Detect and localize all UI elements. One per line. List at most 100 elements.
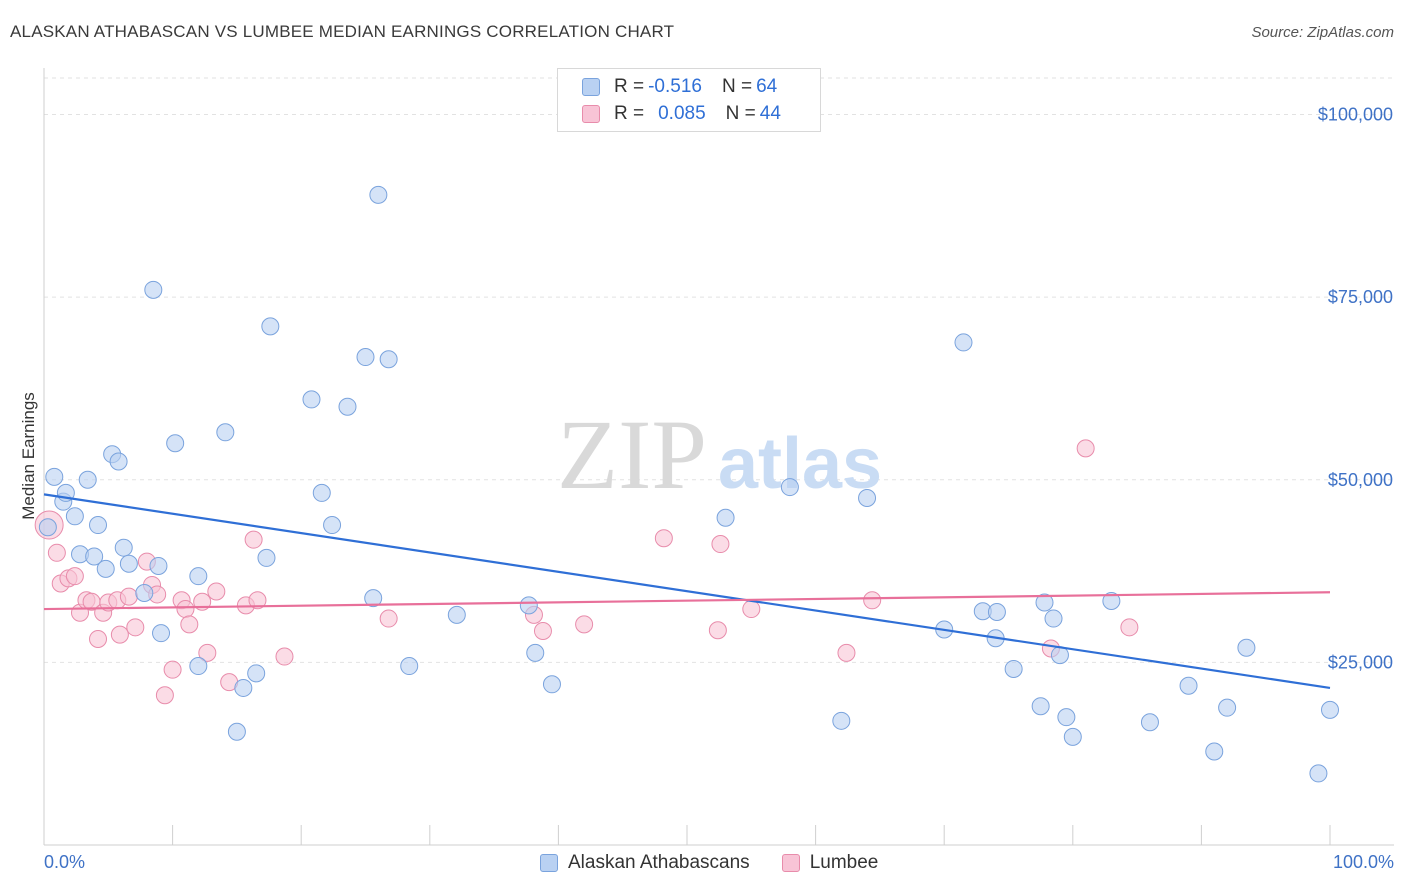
legend-swatch-blue [540, 854, 558, 872]
legend-row-alaskan-athabascans: R = -0.516 N = 64 [582, 74, 777, 100]
alaskan-athabascan-point [447, 605, 466, 624]
legend-swatch-pink [582, 105, 600, 123]
y-tick-label: $100,000 [1318, 105, 1393, 125]
y-axis-label: Median Earnings [19, 392, 38, 520]
alaskan-athabascan-point [1031, 697, 1050, 716]
lumbee-point [47, 543, 66, 562]
legend-r-value: 0.085 [658, 103, 706, 124]
lumbee-point [248, 591, 267, 610]
lumbee-point [155, 686, 174, 705]
lumbee-point [863, 591, 882, 610]
alaskan-athabascan-point [189, 567, 208, 586]
alaskan-athabascan-point [832, 711, 851, 730]
alaskan-athabascan-point [78, 470, 97, 489]
alaskan-athabascan-point [65, 507, 84, 526]
correlation-legend: R = -0.516 N = 64 R = 0.085 N = 44 [557, 68, 821, 132]
lumbee-point [110, 625, 129, 644]
alaskan-athabascan-point [189, 657, 208, 676]
alaskan-athabascan-point [323, 516, 342, 535]
alaskan-athabascan-point [45, 467, 64, 486]
series-lumbee-points [34, 439, 1139, 705]
alaskan-athabascan-point [379, 350, 398, 369]
alaskan-athabascan-point [144, 280, 163, 299]
alaskan-athabascan-point [519, 596, 538, 615]
alaskan-athabascan-point [89, 516, 108, 535]
lumbee-point [126, 618, 145, 637]
alaskan-athabascan-point [149, 556, 168, 575]
lumbee-point [711, 535, 730, 554]
alaskan-athabascan-point [1044, 609, 1063, 628]
lumbee-point [533, 621, 552, 640]
alaskan-athabascan-point [1309, 764, 1328, 783]
alaskan-athabascan-point [257, 548, 276, 567]
alaskan-athabascan-point [858, 489, 877, 508]
y-tick-label: $25,000 [1328, 652, 1393, 672]
series-alaskan-athabascans-points [38, 185, 1339, 783]
alaskan-athabascan-point [356, 348, 375, 367]
alaskan-athabascan-point [526, 643, 545, 662]
trend-line-alaskan-athabascans [43, 493, 1331, 690]
legend-swatch-pink [781, 854, 800, 872]
alaskan-athabascan-point [1035, 593, 1054, 612]
trend-line-lumbee [43, 591, 1331, 611]
alaskan-athabascan-point [227, 722, 246, 741]
alaskan-athabascan-point [119, 554, 138, 573]
alaskan-athabascan-point [400, 657, 419, 676]
gridlines [44, 77, 1394, 663]
alaskan-athabascan-point [716, 508, 735, 527]
alaskan-athabascan-point [85, 547, 104, 566]
legend-label-alaskan-athabascans: Alaskan Athabascans [568, 852, 750, 873]
axes [43, 68, 1394, 846]
legend-n-label: N = [721, 76, 753, 97]
lumbee-point [708, 621, 727, 640]
alaskan-athabascan-point [1004, 659, 1023, 678]
alaskan-athabascan-point [312, 483, 331, 502]
alaskan-athabascan-point [234, 678, 253, 697]
alaskan-athabascan-point [369, 185, 388, 204]
legend-r-label: R = [614, 103, 645, 124]
lumbee-point [244, 530, 263, 549]
alaskan-athabascan-point [1179, 676, 1198, 695]
alaskan-athabascan-point [152, 624, 171, 643]
alaskan-athabascan-point [987, 602, 1006, 621]
legend-r-value: -0.516 [648, 76, 702, 97]
alaskan-athabascan-point [338, 397, 357, 416]
lumbee-point [275, 647, 294, 666]
watermark: ZIP atlas [557, 399, 882, 510]
legend-item-lumbee: Lumbee [781, 852, 879, 874]
lumbee-point [163, 660, 182, 679]
legend-label-lumbee: Lumbee [809, 852, 879, 873]
lumbee-point [65, 567, 84, 586]
legend-n-value: 44 [759, 103, 781, 124]
lumbee-point [379, 609, 398, 628]
watermark-zip: ZIP [557, 399, 707, 510]
alaskan-athabascan-point [364, 589, 383, 608]
alaskan-athabascan-point [114, 538, 133, 557]
y-tick-label: $75,000 [1328, 287, 1393, 307]
alaskan-athabascan-point [954, 333, 973, 352]
lumbee-point [654, 529, 673, 548]
legend-r-label: R = [614, 76, 645, 97]
alaskan-athabascan-point [1063, 727, 1082, 746]
alaskan-athabascan-point [1057, 708, 1076, 727]
lumbee-point [837, 643, 856, 662]
lumbee-point [575, 615, 594, 634]
lumbee-point [119, 587, 138, 606]
trend-lines [43, 493, 1331, 690]
y-tick-label: $50,000 [1328, 470, 1393, 490]
lumbee-point [180, 615, 199, 634]
alaskan-athabascan-point [1102, 592, 1121, 611]
alaskan-athabascan-point [166, 434, 185, 453]
alaskan-athabascan-point [135, 583, 154, 602]
alaskan-athabascan-point [780, 478, 799, 497]
lumbee-point [1120, 618, 1139, 637]
alaskan-athabascan-point [109, 452, 128, 471]
source-label: Source: ZipAtlas.com [1251, 24, 1394, 41]
alaskan-athabascan-point [216, 423, 235, 442]
y-axis-tick-labels: $100,000 $75,000 $50,000 $25,000 [1318, 105, 1393, 673]
lumbee-point [742, 600, 761, 619]
legend-item-alaskan-athabascans: Alaskan Athabascans [540, 852, 750, 874]
alaskan-athabascan-point [247, 664, 266, 683]
alaskan-athabascan-point [261, 317, 280, 336]
